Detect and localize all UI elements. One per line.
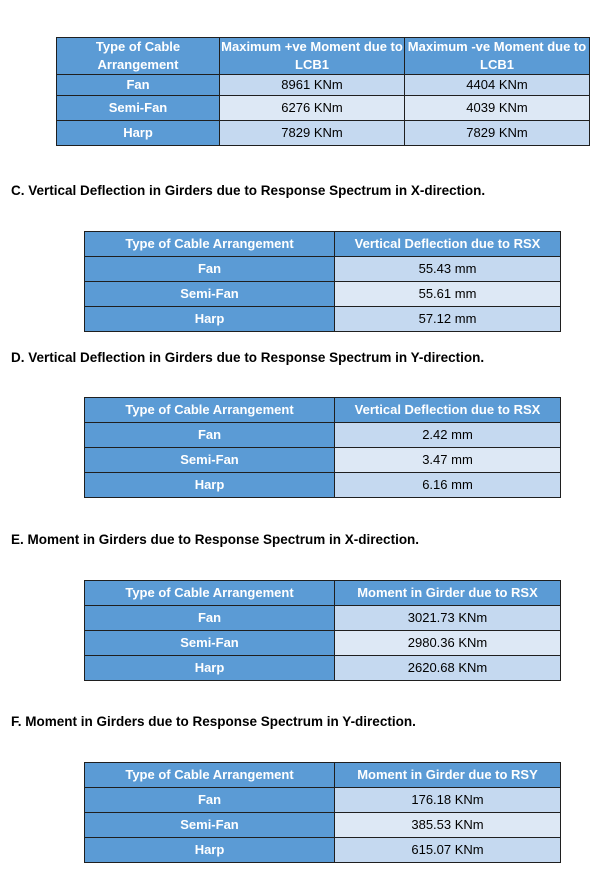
header-value: Moment in Girder due to RSY [334,762,561,788]
row-label: Fan [84,787,335,813]
table-row: Harp 615.07 KNm [84,837,561,863]
section-e-heading: E. Moment in Girders due to Response Spe… [11,532,420,547]
table-row: Harp 7829 KNm 7829 KNm [56,120,590,146]
table-row: Harp 6.16 mm [84,472,561,498]
row-label: Semi-Fan [84,630,335,656]
row-value: 6276 KNm [219,95,405,121]
header-cable-arrangement: Type of Cable Arrangement [84,231,335,257]
row-value: 55.43 mm [334,256,561,282]
row-value: 3.47 mm [334,447,561,473]
row-label: Harp [84,655,335,681]
row-value: 2.42 mm [334,422,561,448]
row-value: 57.12 mm [334,306,561,332]
header-cable-arrangement: Type of Cable Arrangement [56,37,220,75]
table-row: Semi-Fan 385.53 KNm [84,812,561,838]
row-label: Semi-Fan [84,812,335,838]
row-value: 3021.73 KNm [334,605,561,631]
row-label: Semi-Fan [56,95,220,121]
table-row: Fan 55.43 mm [84,256,561,282]
row-value: 6.16 mm [334,472,561,498]
table-row: Semi-Fan 2980.36 KNm [84,630,561,656]
section-f-heading: F. Moment in Girders due to Response Spe… [11,714,416,729]
header-max-positive-moment: Maximum +ve Moment due to LCB1 [219,37,405,75]
section-f-table: Type of Cable Arrangement Moment in Gird… [84,762,561,863]
table-header-row: Type of Cable Arrangement Moment in Gird… [84,580,561,606]
table-header-row: Type of Cable Arrangement Moment in Gird… [84,762,561,788]
table-row: Harp 57.12 mm [84,306,561,332]
row-value: 4039 KNm [404,95,590,121]
moment-lcb1-table: Type of Cable Arrangement Maximum +ve Mo… [56,37,590,146]
table-row: Fan 3021.73 KNm [84,605,561,631]
row-label: Fan [84,605,335,631]
header-value: Vertical Deflection due to RSX [334,397,561,423]
row-value: 8961 KNm [219,74,405,96]
table-header-row: Type of Cable Arrangement Vertical Defle… [84,231,561,257]
section-d-table: Type of Cable Arrangement Vertical Defle… [84,397,561,498]
header-value: Vertical Deflection due to RSX [334,231,561,257]
row-value: 2980.36 KNm [334,630,561,656]
section-e-table: Type of Cable Arrangement Moment in Gird… [84,580,561,681]
row-label: Semi-Fan [84,447,335,473]
header-cable-arrangement: Type of Cable Arrangement [84,397,335,423]
table-header-row: Type of Cable Arrangement Vertical Defle… [84,397,561,423]
header-value: Moment in Girder due to RSX [334,580,561,606]
table-row: Fan 2.42 mm [84,422,561,448]
table-row: Semi-Fan 6276 KNm 4039 KNm [56,95,590,121]
row-label: Fan [84,422,335,448]
row-label: Harp [84,837,335,863]
header-cable-arrangement: Type of Cable Arrangement [84,762,335,788]
row-value: 385.53 KNm [334,812,561,838]
table-row: Semi-Fan 3.47 mm [84,447,561,473]
row-value: 7829 KNm [404,120,590,146]
row-label: Semi-Fan [84,281,335,307]
row-value: 55.61 mm [334,281,561,307]
table-row: Semi-Fan 55.61 mm [84,281,561,307]
section-c-table: Type of Cable Arrangement Vertical Defle… [84,231,561,332]
table-row: Harp 2620.68 KNm [84,655,561,681]
row-label: Harp [84,472,335,498]
table-row: Fan 8961 KNm 4404 KNm [56,74,590,96]
table-row: Fan 176.18 KNm [84,787,561,813]
row-label: Fan [84,256,335,282]
row-value: 4404 KNm [404,74,590,96]
row-label: Fan [56,74,220,96]
row-value: 615.07 KNm [334,837,561,863]
section-d-heading: D. Vertical Deflection in Girders due to… [11,350,485,365]
row-label: Harp [56,120,220,146]
table-header-row: Type of Cable Arrangement Maximum +ve Mo… [56,37,590,75]
row-value: 2620.68 KNm [334,655,561,681]
row-value: 176.18 KNm [334,787,561,813]
header-max-negative-moment: Maximum -ve Moment due to LCB1 [404,37,590,75]
row-value: 7829 KNm [219,120,405,146]
row-label: Harp [84,306,335,332]
header-cable-arrangement: Type of Cable Arrangement [84,580,335,606]
section-c-heading: C. Vertical Deflection in Girders due to… [11,183,486,198]
